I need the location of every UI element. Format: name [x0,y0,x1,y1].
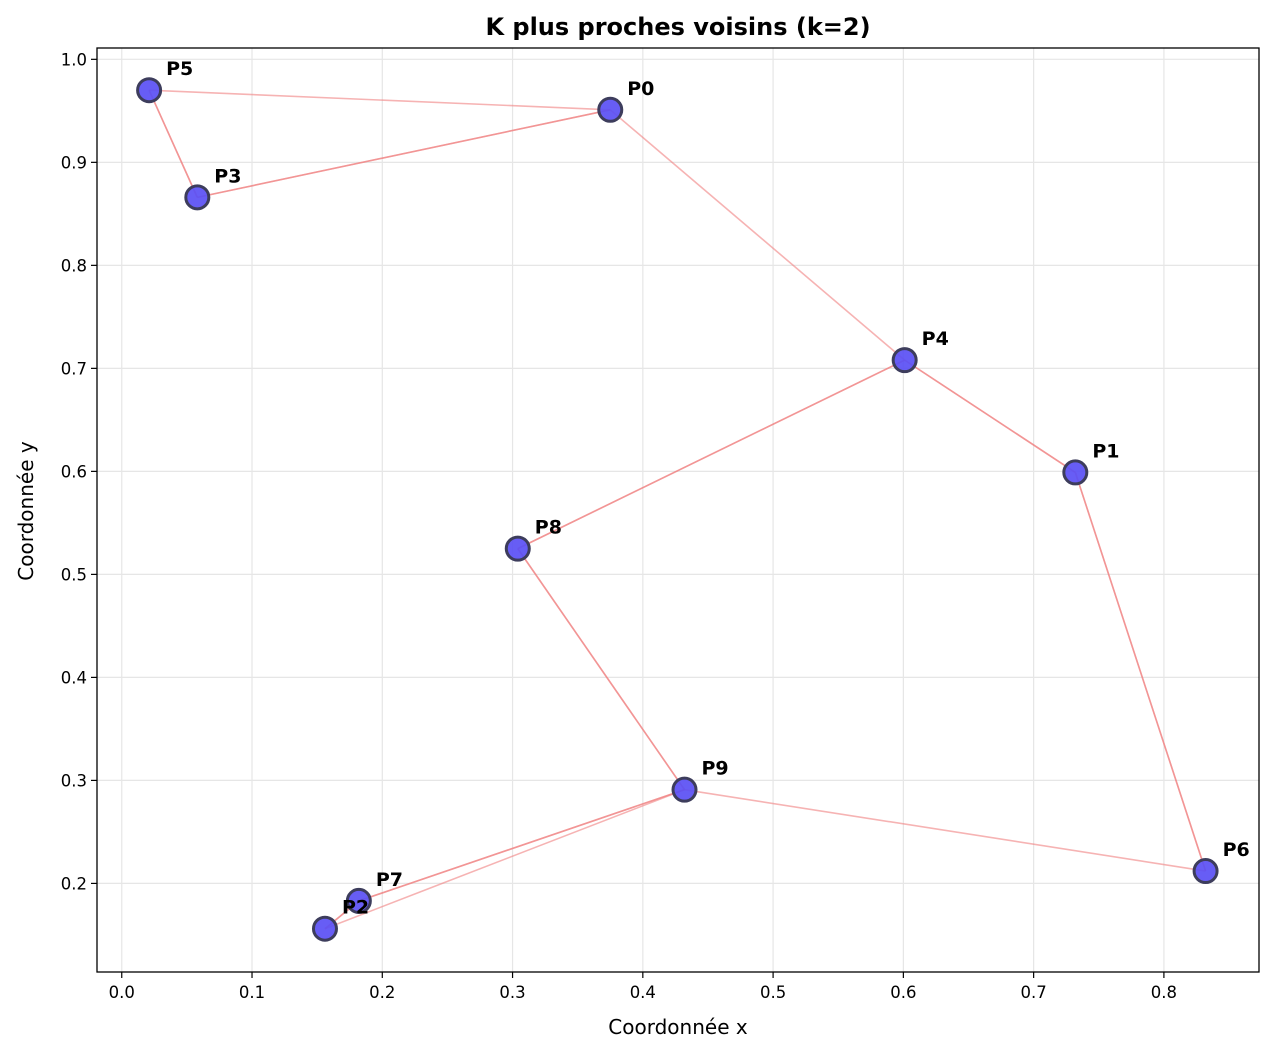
x-tick-label: 0.0 [109,983,135,1002]
neighbor-edge-p9-p7 [358,788,685,902]
point-labels: P0 P1 P2 P3 P4 P5 P6 P7 P8 P9 [166,58,1250,919]
point-p7 [345,887,372,914]
y-tick-label: 0.9 [61,153,87,172]
neighbor-edge-p0-p4 [609,109,906,361]
neighbor-edge-p8-p4 [517,359,906,550]
point-p2 [311,915,338,942]
data-points [136,77,1219,942]
point-label-p1: P1 [1092,440,1119,462]
x-tick-label: 0.7 [1021,983,1047,1002]
x-tick-label: 0.4 [630,983,656,1002]
point-label-p6: P6 [1223,839,1250,861]
x-tick-label: 0.3 [499,983,525,1002]
y-tick-label: 0.4 [61,668,87,687]
axes-frame [96,47,1260,973]
axis-ticks: 0.0 0.1 0.2 0.3 0.4 0.5 0.6 0.7 0.8 0.2 0.3 0.4 0.5 0… [61,50,1177,1002]
x-tick-label: 0.1 [239,983,265,1002]
y-axis-label: Coordonnée y [14,441,38,581]
y-tick-label: 0.7 [61,359,87,378]
y-tick-label: 0.6 [61,462,87,481]
chart-title: K plus proches voisins (k=2) [485,13,870,41]
neighbor-edge-p6-p9 [684,788,1206,872]
point-label-p9: P9 [702,758,729,780]
point-p1 [1062,459,1089,486]
point-label-p7: P7 [376,869,403,891]
neighbor-edge-p2-p9 [324,788,685,930]
point-p3 [184,184,211,211]
point-p5 [136,77,163,104]
neighbor-edge-p5-p0 [149,89,611,111]
neighbor-edge-p5-p3 [148,89,199,198]
y-tick-label: 1.0 [61,50,87,69]
neighbor-edge-p9-p8 [517,548,686,791]
x-tick-label: 0.6 [890,983,916,1002]
x-tick-label: 0.2 [369,983,395,1002]
point-label-p8: P8 [535,517,562,539]
neighbor-edge-p3-p0 [197,109,611,199]
point-label-p2: P2 [342,897,369,919]
y-tick-label: 0.8 [61,256,87,275]
x-tick-label: 0.5 [760,983,786,1002]
y-tick-label: 0.5 [61,565,87,584]
y-tick-label: 0.3 [61,771,87,790]
point-label-p5: P5 [166,58,193,80]
point-p6 [1192,858,1219,885]
point-p8 [504,535,531,562]
neighbor-edge-p6-p1 [1074,472,1207,872]
neighbor-edge-p4-p1 [904,359,1076,474]
y-tick-label: 0.2 [61,874,87,893]
point-p9 [671,776,698,803]
point-label-p0: P0 [627,78,654,100]
point-p0 [597,96,624,123]
point-label-p4: P4 [922,328,949,350]
x-axis-label: Coordonnée x [608,1015,748,1039]
point-p4 [891,347,918,374]
point-label-p3: P3 [214,165,241,187]
x-tick-label: 0.8 [1151,983,1177,1002]
